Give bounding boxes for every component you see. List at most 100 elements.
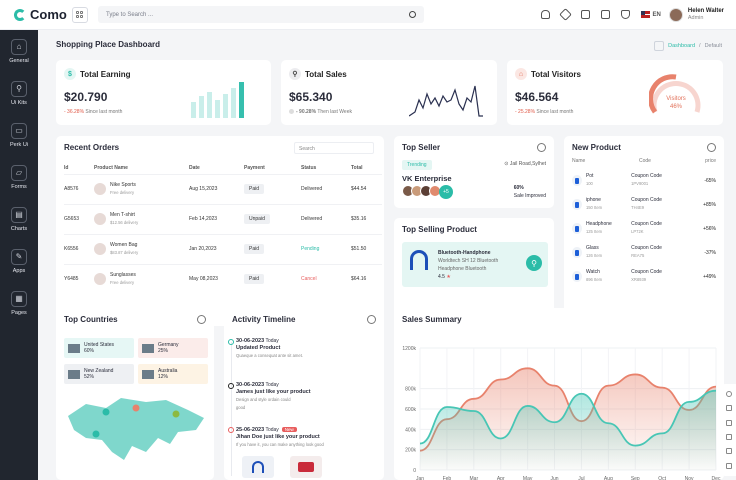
country-item[interactable]: Australia 12% <box>138 364 208 384</box>
y-tick-label: 1200k <box>402 346 416 352</box>
app-logo[interactable]: Como <box>0 7 72 22</box>
breadcrumb-dashboard[interactable]: Dashboard <box>668 43 696 49</box>
star-icon[interactable] <box>558 8 572 21</box>
image-icon[interactable] <box>726 434 732 441</box>
notification-icon[interactable] <box>580 10 590 19</box>
flag-icon <box>640 11 650 18</box>
coupon-label: Coupon Code <box>631 245 662 251</box>
price-change: +56% <box>703 225 716 232</box>
sales-line-chart <box>409 85 483 117</box>
list-item[interactable]: Glass 126 Item Coupon Code REA75 -37% <box>572 242 716 263</box>
country-item[interactable]: Germany 25% <box>138 338 208 358</box>
gear-icon[interactable] <box>707 143 716 152</box>
user-menu[interactable]: Helen Walter Admin <box>668 7 724 22</box>
gear-icon[interactable] <box>367 315 376 324</box>
gear-icon[interactable] <box>537 143 546 152</box>
more-avatars-badge[interactable]: +5 <box>439 185 453 199</box>
floating-toolbar <box>722 384 736 476</box>
layout-icon[interactable] <box>726 405 732 412</box>
sales-summary-card: Sales Summary 0 200k 400k 600k 800k 1200k Jan F… <box>394 308 724 480</box>
top-countries-card: Top Countries United States 60% Germany 25%… <box>56 308 214 480</box>
order-total: $51.50 <box>351 233 382 264</box>
shield-icon[interactable] <box>620 10 630 19</box>
col-header: Status <box>301 164 317 171</box>
y-tick-label: 400k <box>405 427 416 433</box>
sidebar-item-general[interactable]: ⌂ General <box>0 30 38 72</box>
earning-bar-chart <box>191 82 244 118</box>
coupon-code: REA75 <box>631 253 645 258</box>
product-image <box>572 175 582 186</box>
search-icon[interactable] <box>409 11 416 18</box>
gift-icon: ⌂ <box>515 68 527 80</box>
stat-note: Then last Week <box>317 109 352 115</box>
country-item[interactable]: New Zealand 52% <box>64 364 134 384</box>
product-thumb-headphone[interactable] <box>242 456 274 478</box>
sidebar-item-forms[interactable]: ▱ Forms <box>0 156 38 198</box>
gear-icon[interactable] <box>197 315 206 324</box>
bell-icon[interactable] <box>540 10 550 19</box>
delivery-text: $83.87 delivery <box>110 250 139 255</box>
country-pct: 12% <box>158 374 169 380</box>
grid-icon[interactable] <box>726 462 732 469</box>
stat-title: Total Sales <box>305 70 347 79</box>
table-row[interactable]: K6556 Women Bag $83.87 delivery Jan 20,20… <box>64 233 382 264</box>
table-row[interactable]: A8576 Nike Sports Free delivery Aug 15,20… <box>64 173 382 204</box>
sidebar-item-perk-ui[interactable]: ▭ Perk Ui <box>0 114 38 156</box>
gauge-value: 46% <box>670 104 683 110</box>
timeline-dot <box>228 339 234 345</box>
timeline-title: Jihan Doe just like your product <box>236 434 320 440</box>
product-qty: 125 Item <box>585 229 603 234</box>
product-name: Sunglasses <box>110 272 136 279</box>
product-image <box>94 213 106 225</box>
country-pct: 52% <box>84 374 95 380</box>
cart-button[interactable]: ⚲ <box>526 255 542 271</box>
sidebar-item-charts[interactable]: ▤ Charts <box>0 198 38 240</box>
country-image <box>142 343 154 353</box>
order-total: $35.16 <box>351 203 382 234</box>
cart-icon[interactable] <box>726 419 732 426</box>
card-title: New Product <box>572 143 621 152</box>
bug-icon[interactable] <box>726 448 732 455</box>
home-icon[interactable] <box>654 41 665 51</box>
col-header: Name <box>572 158 586 164</box>
y-tick-label: 600k <box>405 407 416 413</box>
series-line[interactable] <box>419 389 717 447</box>
sidebar-item-ui-kits[interactable]: ⚲ Ui Kits <box>0 72 38 114</box>
stat-card-earning: $ Total Earning $20.790 - 36.28% Since l… <box>56 60 271 125</box>
timeline-when: Today <box>265 427 279 433</box>
coupon-code: TH4E9 <box>631 205 645 210</box>
language-select[interactable]: EN <box>640 11 661 18</box>
series-line[interactable] <box>419 367 717 452</box>
table-row[interactable]: G5653 Men T-shirt $12.56 delivery Feb 14,… <box>64 203 382 234</box>
country-image <box>68 343 80 353</box>
product-panel[interactable]: Bluetooth-Handphone Worldtech SH 12 Blue… <box>402 242 548 287</box>
main-content: Shopping Place Dashboard Dashboard / Def… <box>38 30 736 480</box>
cart-icon[interactable] <box>600 10 610 19</box>
apps-grid-icon[interactable] <box>72 6 88 23</box>
order-id: A8576 <box>64 173 94 204</box>
stat-title: Total Earning <box>80 70 131 79</box>
country-item[interactable]: United States 60% <box>64 338 134 358</box>
list-item[interactable]: Watch 896 Item Coupon Code XR8939 +49% <box>572 266 716 287</box>
search-input[interactable]: Type to Search ... <box>98 6 424 23</box>
product-thumb-bag[interactable] <box>290 456 322 478</box>
country-pct: 25% <box>158 348 169 354</box>
list-item[interactable]: iphone 150 Item Coupon Code TH4E9 +85% <box>572 194 716 215</box>
list-item[interactable]: Pot 100 Coupon Code 1PV9001 -65% <box>572 170 716 191</box>
new-product-card: New Product Name Code price Pot 100 Coupo… <box>564 136 724 326</box>
stat-value: $46.564 <box>515 90 559 104</box>
activity-timeline-card: Activity Timeline 30-06-2023 Today Updat… <box>224 308 384 480</box>
col-header: Id <box>64 164 69 171</box>
sidebar-item-apps[interactable]: ✎ Apps <box>0 240 38 282</box>
gauge-label: Visitors <box>666 96 686 102</box>
settings-icon[interactable] <box>726 391 732 398</box>
x-tick-label: May <box>523 476 533 480</box>
sidebar-item-pages[interactable]: ▦ Pages <box>0 282 38 324</box>
list-item[interactable]: Headphone 125 Item Coupon Code LP72K +56% <box>572 218 716 239</box>
payment-badge: Paid <box>244 244 265 254</box>
col-header: Product Name <box>94 164 128 171</box>
x-tick-label: Oct <box>658 476 666 480</box>
orders-search-input[interactable]: Search <box>294 142 374 154</box>
table-row[interactable]: Y6485 Sunglasses Free delivery May 08,202… <box>64 263 382 294</box>
payment-badge: Unpaid <box>244 214 270 224</box>
